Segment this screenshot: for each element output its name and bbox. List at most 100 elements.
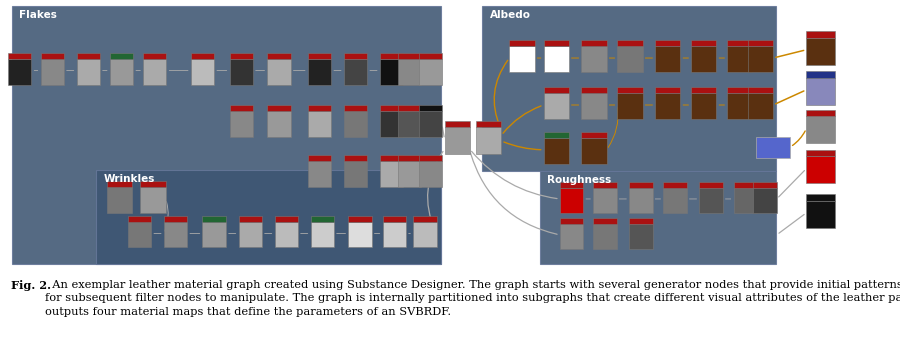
FancyBboxPatch shape bbox=[593, 188, 616, 213]
FancyBboxPatch shape bbox=[380, 155, 403, 161]
FancyBboxPatch shape bbox=[509, 40, 535, 46]
FancyBboxPatch shape bbox=[560, 182, 583, 188]
FancyBboxPatch shape bbox=[806, 71, 835, 78]
Text: An exemplar leather material graph created using Substance Designer. The graph s: An exemplar leather material graph creat… bbox=[45, 280, 900, 316]
FancyBboxPatch shape bbox=[418, 155, 442, 161]
FancyBboxPatch shape bbox=[96, 170, 441, 264]
FancyBboxPatch shape bbox=[756, 137, 790, 157]
FancyBboxPatch shape bbox=[806, 156, 835, 183]
FancyBboxPatch shape bbox=[560, 188, 583, 213]
FancyBboxPatch shape bbox=[191, 59, 214, 85]
FancyBboxPatch shape bbox=[540, 171, 776, 264]
FancyBboxPatch shape bbox=[238, 222, 262, 247]
FancyBboxPatch shape bbox=[382, 216, 406, 222]
FancyBboxPatch shape bbox=[699, 188, 723, 213]
FancyBboxPatch shape bbox=[413, 216, 436, 222]
FancyBboxPatch shape bbox=[734, 182, 757, 188]
FancyBboxPatch shape bbox=[445, 127, 470, 155]
FancyBboxPatch shape bbox=[806, 78, 835, 105]
Text: Flakes: Flakes bbox=[19, 10, 57, 20]
FancyBboxPatch shape bbox=[202, 222, 226, 247]
FancyBboxPatch shape bbox=[398, 161, 421, 187]
FancyBboxPatch shape bbox=[691, 40, 716, 46]
FancyBboxPatch shape bbox=[267, 105, 291, 111]
FancyBboxPatch shape bbox=[593, 224, 616, 249]
FancyBboxPatch shape bbox=[629, 188, 652, 213]
FancyBboxPatch shape bbox=[748, 93, 773, 119]
FancyBboxPatch shape bbox=[727, 87, 752, 93]
FancyArrowPatch shape bbox=[165, 202, 168, 231]
FancyBboxPatch shape bbox=[8, 59, 32, 85]
FancyBboxPatch shape bbox=[40, 59, 64, 85]
FancyBboxPatch shape bbox=[76, 52, 100, 59]
FancyBboxPatch shape bbox=[274, 222, 298, 247]
FancyBboxPatch shape bbox=[581, 87, 607, 93]
FancyBboxPatch shape bbox=[310, 222, 334, 247]
FancyBboxPatch shape bbox=[398, 52, 421, 59]
FancyBboxPatch shape bbox=[344, 161, 367, 187]
FancyBboxPatch shape bbox=[691, 87, 716, 93]
FancyBboxPatch shape bbox=[107, 187, 132, 213]
FancyBboxPatch shape bbox=[691, 46, 716, 72]
FancyBboxPatch shape bbox=[308, 161, 331, 187]
FancyBboxPatch shape bbox=[418, 52, 442, 59]
FancyBboxPatch shape bbox=[164, 222, 187, 247]
FancyBboxPatch shape bbox=[581, 40, 607, 46]
FancyBboxPatch shape bbox=[308, 105, 331, 111]
FancyBboxPatch shape bbox=[806, 117, 835, 143]
FancyBboxPatch shape bbox=[76, 59, 100, 85]
FancyBboxPatch shape bbox=[398, 105, 421, 111]
FancyBboxPatch shape bbox=[344, 111, 367, 137]
FancyBboxPatch shape bbox=[380, 111, 403, 137]
FancyBboxPatch shape bbox=[308, 59, 331, 85]
FancyBboxPatch shape bbox=[418, 105, 442, 111]
FancyBboxPatch shape bbox=[344, 155, 367, 161]
FancyBboxPatch shape bbox=[655, 46, 680, 72]
FancyBboxPatch shape bbox=[128, 222, 151, 247]
FancyArrowPatch shape bbox=[778, 214, 805, 233]
FancyBboxPatch shape bbox=[107, 181, 132, 187]
FancyBboxPatch shape bbox=[308, 111, 331, 137]
FancyArrowPatch shape bbox=[471, 153, 557, 234]
FancyBboxPatch shape bbox=[727, 40, 752, 46]
FancyBboxPatch shape bbox=[806, 194, 835, 201]
Text: Albedo: Albedo bbox=[490, 10, 531, 20]
FancyBboxPatch shape bbox=[476, 127, 501, 155]
FancyBboxPatch shape bbox=[380, 59, 403, 85]
FancyBboxPatch shape bbox=[230, 105, 253, 111]
FancyBboxPatch shape bbox=[230, 52, 253, 59]
FancyBboxPatch shape bbox=[267, 59, 291, 85]
FancyBboxPatch shape bbox=[274, 216, 298, 222]
FancyBboxPatch shape bbox=[753, 182, 777, 188]
FancyBboxPatch shape bbox=[748, 40, 773, 46]
FancyBboxPatch shape bbox=[418, 161, 442, 187]
FancyBboxPatch shape bbox=[140, 181, 166, 187]
FancyBboxPatch shape bbox=[629, 182, 652, 188]
FancyBboxPatch shape bbox=[238, 216, 262, 222]
FancyBboxPatch shape bbox=[560, 224, 583, 249]
FancyBboxPatch shape bbox=[691, 93, 716, 119]
FancyArrowPatch shape bbox=[776, 91, 804, 104]
FancyBboxPatch shape bbox=[110, 52, 133, 59]
FancyArrowPatch shape bbox=[428, 151, 443, 231]
FancyBboxPatch shape bbox=[629, 218, 652, 224]
FancyBboxPatch shape bbox=[143, 52, 166, 59]
FancyBboxPatch shape bbox=[581, 138, 607, 164]
FancyBboxPatch shape bbox=[308, 155, 331, 161]
FancyBboxPatch shape bbox=[581, 132, 607, 138]
FancyBboxPatch shape bbox=[748, 87, 773, 93]
FancyBboxPatch shape bbox=[629, 224, 652, 249]
FancyBboxPatch shape bbox=[617, 87, 643, 93]
FancyArrowPatch shape bbox=[504, 142, 541, 150]
FancyBboxPatch shape bbox=[398, 155, 421, 161]
FancyBboxPatch shape bbox=[164, 216, 187, 222]
FancyBboxPatch shape bbox=[230, 111, 253, 137]
FancyBboxPatch shape bbox=[128, 216, 151, 222]
FancyBboxPatch shape bbox=[617, 93, 643, 119]
FancyBboxPatch shape bbox=[617, 40, 643, 46]
FancyBboxPatch shape bbox=[560, 218, 583, 224]
FancyBboxPatch shape bbox=[748, 46, 773, 72]
FancyBboxPatch shape bbox=[8, 52, 32, 59]
FancyBboxPatch shape bbox=[581, 93, 607, 119]
FancyBboxPatch shape bbox=[267, 111, 291, 137]
